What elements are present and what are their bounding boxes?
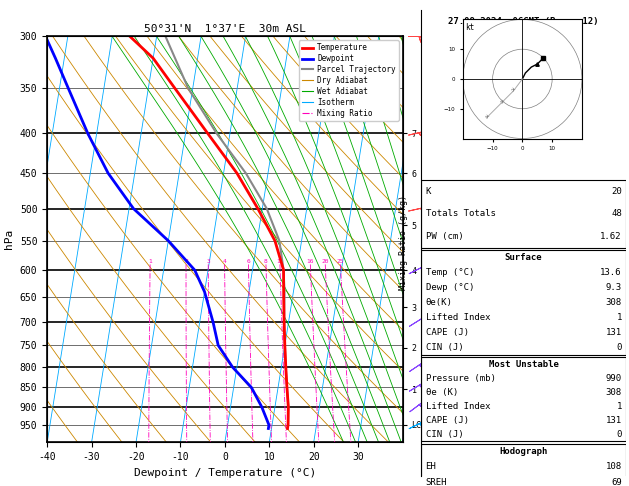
Text: PW (cm): PW (cm) [426,232,463,241]
Text: 308: 308 [606,388,621,397]
Text: 25: 25 [337,260,344,264]
Text: 20: 20 [321,260,329,264]
Text: CIN (J): CIN (J) [426,430,463,439]
Text: Lifted Index: Lifted Index [426,313,490,322]
Bar [421,357,626,441]
Text: 1: 1 [148,260,152,264]
Text: Most Unstable: Most Unstable [489,360,559,369]
Text: CAPE (J): CAPE (J) [426,416,469,425]
Text: 6: 6 [247,260,250,264]
Text: ✈: ✈ [499,100,504,105]
Text: Hodograph: Hodograph [499,447,548,456]
Text: 8: 8 [264,260,268,264]
Text: Dewp (°C): Dewp (°C) [426,283,474,292]
Text: SREH: SREH [426,478,447,486]
Text: Temp (°C): Temp (°C) [426,268,474,277]
Text: 4: 4 [223,260,226,264]
Text: 1.62: 1.62 [600,232,621,241]
Text: 3: 3 [206,260,210,264]
Text: 0: 0 [616,343,621,352]
Text: CAPE (J): CAPE (J) [426,328,469,337]
Text: ✈: ✈ [484,115,489,120]
Text: 131: 131 [606,328,621,337]
Text: 16: 16 [306,260,314,264]
Text: Mixing Ratio (g/kg): Mixing Ratio (g/kg) [399,195,408,291]
Text: 9.3: 9.3 [606,283,621,292]
Text: 0: 0 [616,430,621,439]
Y-axis label: km
ASL: km ASL [436,220,451,240]
Legend: Temperature, Dewpoint, Parcel Trajectory, Dry Adiabat, Wet Adiabat, Isotherm, Mi: Temperature, Dewpoint, Parcel Trajectory… [299,40,399,121]
Y-axis label: hPa: hPa [4,229,14,249]
Text: 10: 10 [276,260,284,264]
Text: Pressure (mb): Pressure (mb) [426,374,496,383]
Text: ✈: ✈ [511,88,516,93]
Text: 308: 308 [606,298,621,307]
Text: θe(K): θe(K) [426,298,452,307]
Text: EH: EH [426,462,437,471]
Text: 131: 131 [606,416,621,425]
Text: 108: 108 [606,462,621,471]
Text: 1: 1 [616,402,621,411]
Text: 13.6: 13.6 [600,268,621,277]
Text: 48: 48 [611,209,621,218]
Text: Surface: Surface [505,253,542,262]
Title: 50°31'N  1°37'E  30m ASL: 50°31'N 1°37'E 30m ASL [144,24,306,35]
Text: Totals Totals: Totals Totals [426,209,496,218]
Text: 20: 20 [611,187,621,196]
Text: 69: 69 [611,478,621,486]
Bar [421,180,626,248]
Text: 1: 1 [616,313,621,322]
Text: θe (K): θe (K) [426,388,458,397]
X-axis label: Dewpoint / Temperature (°C): Dewpoint / Temperature (°C) [134,468,316,478]
Bar [421,250,626,355]
Text: 2: 2 [184,260,188,264]
Text: 990: 990 [606,374,621,383]
Text: CIN (J): CIN (J) [426,343,463,352]
Text: 27.09.2024  06GMT (Base: 12): 27.09.2024 06GMT (Base: 12) [448,17,599,26]
Text: Lifted Index: Lifted Index [426,402,490,411]
Text: kt: kt [465,23,474,32]
Bar [421,444,626,486]
Text: K: K [426,187,431,196]
